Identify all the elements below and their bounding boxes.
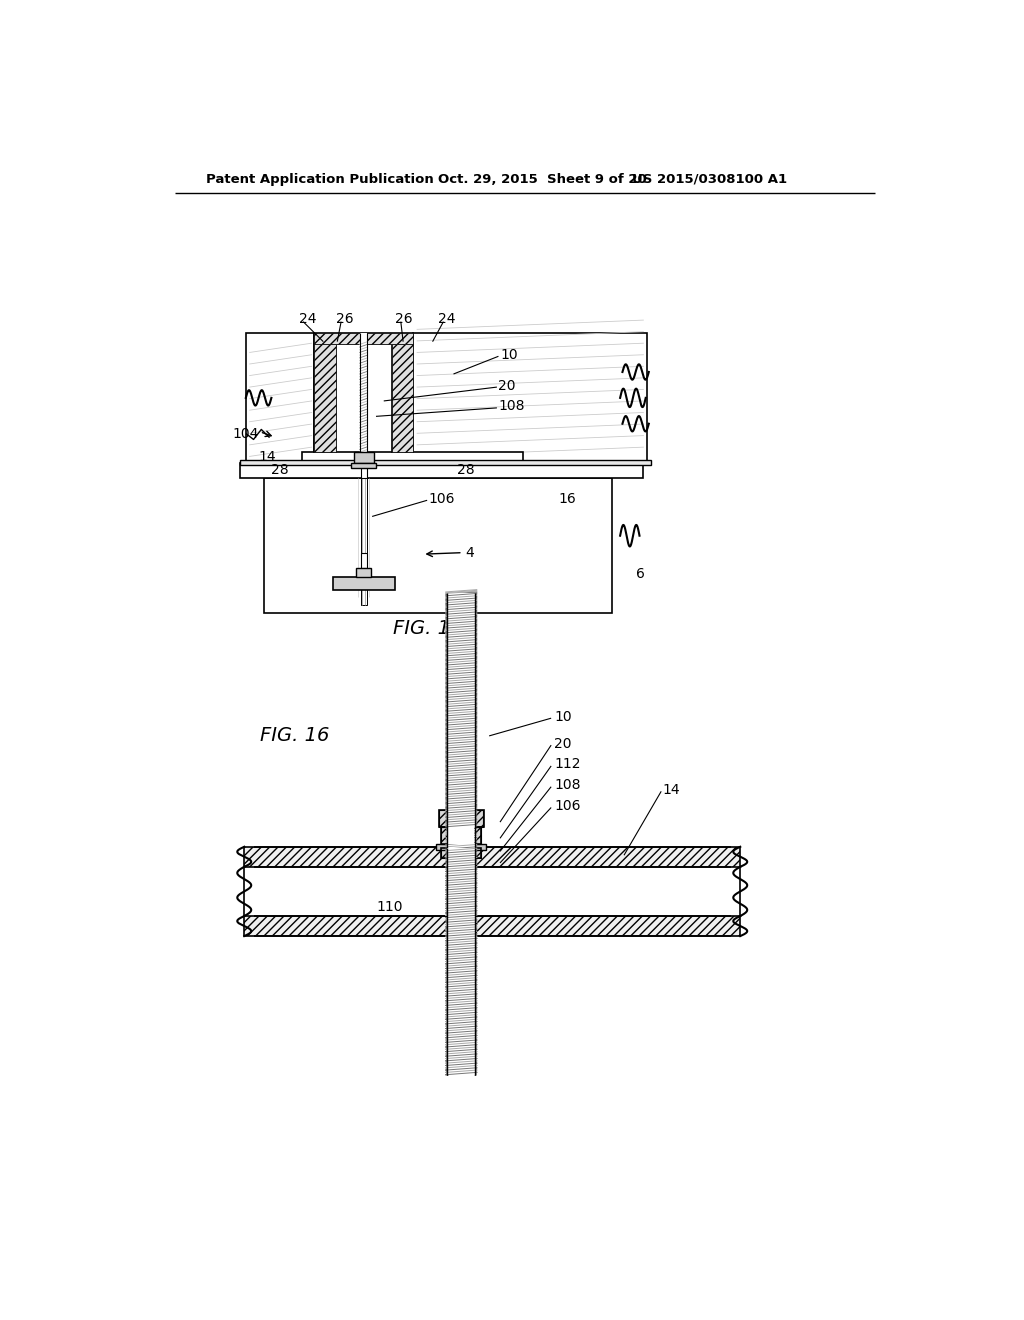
Text: 108: 108 xyxy=(554,779,581,792)
Bar xyxy=(455,849,467,858)
Bar xyxy=(449,849,474,858)
Bar xyxy=(245,847,740,867)
Bar xyxy=(438,810,483,826)
Text: 28: 28 xyxy=(271,463,289,478)
Bar xyxy=(441,849,455,858)
Bar xyxy=(359,333,368,462)
Text: 24: 24 xyxy=(438,312,456,326)
Text: FIG. 16: FIG. 16 xyxy=(260,726,330,746)
Text: FIG. 15: FIG. 15 xyxy=(393,619,463,638)
Bar xyxy=(351,462,376,469)
Bar xyxy=(302,451,523,462)
Text: 106: 106 xyxy=(429,492,456,506)
Text: 104: 104 xyxy=(232,428,259,441)
Text: 110: 110 xyxy=(376,900,402,913)
Text: 20: 20 xyxy=(554,737,571,751)
Text: 10: 10 xyxy=(554,710,571,723)
Bar xyxy=(314,333,414,345)
Bar xyxy=(468,810,483,826)
Bar xyxy=(353,451,374,462)
Bar xyxy=(246,333,314,462)
Text: 28: 28 xyxy=(458,463,475,478)
Text: 112: 112 xyxy=(554,758,581,771)
Text: 10: 10 xyxy=(500,347,517,362)
Bar xyxy=(454,810,468,826)
Text: 20: 20 xyxy=(499,379,516,392)
Text: 108: 108 xyxy=(499,400,525,413)
Bar xyxy=(263,478,612,612)
Text: 4: 4 xyxy=(465,545,474,560)
Text: 14: 14 xyxy=(663,783,680,797)
Bar xyxy=(314,333,414,345)
Bar xyxy=(447,593,475,858)
Bar xyxy=(447,858,475,1074)
Text: Patent Application Publication: Patent Application Publication xyxy=(206,173,433,186)
Text: 6: 6 xyxy=(636,568,644,581)
Text: 16: 16 xyxy=(558,492,575,506)
Bar xyxy=(360,553,367,568)
Bar xyxy=(447,849,475,1074)
Bar xyxy=(436,843,486,850)
Bar xyxy=(455,826,467,843)
Bar xyxy=(360,478,367,605)
Bar xyxy=(449,826,474,843)
Bar xyxy=(360,462,367,478)
Bar xyxy=(245,867,740,916)
Bar xyxy=(333,577,394,590)
Text: 26: 26 xyxy=(395,312,413,326)
Bar xyxy=(467,826,480,843)
Bar xyxy=(467,849,480,858)
Bar xyxy=(441,826,481,843)
Bar xyxy=(314,345,336,451)
Bar xyxy=(314,345,336,451)
Bar xyxy=(241,462,643,478)
Text: 26: 26 xyxy=(336,312,353,326)
Text: 14: 14 xyxy=(258,450,275,465)
Bar xyxy=(391,345,414,451)
Bar xyxy=(449,810,474,826)
Text: 106: 106 xyxy=(554,799,581,813)
Bar xyxy=(356,568,372,577)
Bar xyxy=(241,461,651,465)
Bar xyxy=(245,916,740,936)
Bar xyxy=(391,345,414,451)
Bar xyxy=(447,593,475,1074)
Bar xyxy=(414,333,647,462)
Bar xyxy=(441,849,481,858)
Text: US 2015/0308100 A1: US 2015/0308100 A1 xyxy=(632,173,786,186)
Text: Oct. 29, 2015  Sheet 9 of 20: Oct. 29, 2015 Sheet 9 of 20 xyxy=(438,173,647,186)
Bar xyxy=(447,593,475,826)
Text: 24: 24 xyxy=(299,312,316,326)
Bar xyxy=(441,826,455,843)
Bar xyxy=(438,810,454,826)
